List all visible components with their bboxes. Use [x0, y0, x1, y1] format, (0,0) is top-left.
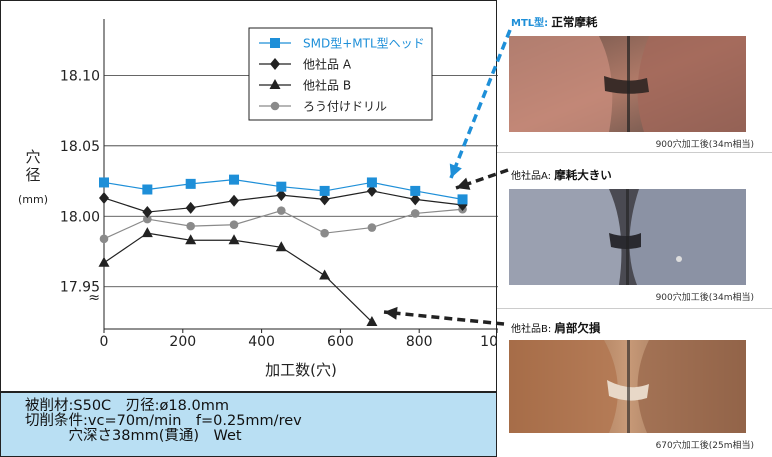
x-tick-label: 600 — [327, 334, 354, 350]
drill-photo-mtl — [509, 36, 746, 132]
data-point-triangle — [275, 241, 287, 252]
data-point-circle — [270, 101, 280, 111]
y-axis-label: 穴 — [25, 148, 40, 166]
series-line — [103, 232, 373, 323]
drill-photo-competitor-a — [509, 189, 746, 285]
data-point-triangle — [98, 256, 110, 267]
conditions-line-3: 穴深さ38mm(貫通) Wet — [25, 428, 242, 444]
data-point-diamond — [270, 58, 280, 70]
drill-photo-competitor-b — [509, 340, 746, 433]
x-tick-label: 400 — [248, 334, 275, 350]
data-point-square — [99, 177, 109, 188]
data-point-square — [142, 184, 153, 195]
data-point-triangle — [228, 234, 240, 245]
photo-separator — [497, 152, 772, 153]
y-tick-label: 18.10 — [60, 68, 100, 84]
conditions-line-1: 被削材:S50C 刃径:ø18.0mm — [25, 398, 229, 414]
data-point-circle — [367, 223, 377, 232]
y-tick-label: 17.95 — [60, 280, 100, 296]
test-conditions-box: 被削材:S50C 刃径:ø18.0mm 切削条件:vc=70m/min f=0.… — [0, 392, 497, 457]
photo-note-competitor-b: 670穴加工後(25m相当) — [655, 441, 754, 451]
x-axis-label: 加工数(穴) — [265, 361, 337, 379]
data-point-triangle — [366, 315, 378, 326]
data-point-circle — [277, 206, 286, 215]
photo-panel-competitor-b: 他社品B: 肩部欠損 670穴加工後(25m相当) — [497, 309, 772, 457]
chart-area: 17.95 18.00 18.05 18.10 0 200 400 600 800 1000 ≈ 加工… — [0, 0, 498, 392]
data-point-triangle — [141, 227, 153, 238]
photo-panel-competitor-a: 他社品A: 摩耗大きい 900穴加工後(34m相当) — [497, 153, 772, 308]
photo-caption-bold: 正常摩耗 — [551, 15, 598, 29]
axis-break-mark: ≈ — [88, 290, 100, 306]
data-point-triangle — [319, 269, 331, 280]
x-tick-label: 1000 — [480, 334, 498, 350]
y-axis-unit: (mm) — [18, 193, 48, 206]
photo-caption-prefix: 他社品B: — [511, 324, 552, 335]
data-point-circle — [320, 228, 329, 238]
drill-wear-line-chart: 17.95 18.00 18.05 18.10 0 200 400 600 800 1000 ≈ 加工… — [18, 19, 498, 379]
data-point-circle — [99, 234, 109, 244]
photo-caption-bold: 摩耗大きい — [554, 168, 612, 182]
y-tick-label: 18.05 — [60, 139, 100, 155]
data-point-diamond — [99, 191, 109, 204]
x-tick-label: 0 — [100, 334, 109, 350]
data-point-square — [270, 38, 280, 48]
data-point-diamond — [319, 193, 330, 206]
data-point-circle — [410, 209, 420, 218]
data-point-square — [229, 174, 240, 185]
legend-label: 他社品 B — [303, 78, 351, 93]
legend-label: SMD型+MTL型ヘッド — [303, 37, 425, 51]
data-point-circle — [143, 214, 152, 224]
data-point-triangle — [269, 79, 281, 89]
data-point-triangle — [185, 234, 197, 245]
data-point-square — [276, 181, 287, 192]
data-point-square — [366, 177, 377, 188]
photo-caption-bold: 肩部欠損 — [554, 321, 601, 335]
photo-caption-prefix: 他社品A: — [511, 171, 552, 182]
data-point-diamond — [229, 194, 240, 207]
photo-caption-competitor-b: 他社品B: 肩部欠損 — [511, 320, 600, 336]
data-point-diamond — [410, 193, 421, 206]
y-axis-label: 径 — [25, 166, 40, 184]
x-tick-label: 800 — [406, 334, 433, 350]
photo-note-competitor-a: 900穴加工後(34m相当) — [655, 293, 754, 303]
photo-caption-competitor-a: 他社品A: 摩耗大きい — [511, 167, 612, 183]
y-tick-label: 18.00 — [60, 209, 100, 225]
data-point-circle — [186, 221, 195, 231]
photo-note-mtl: 900穴加工後(34m相当) — [655, 140, 754, 150]
data-point-diamond — [366, 184, 377, 197]
photo-caption-mtl: MTL型: 正常摩耗 — [511, 14, 597, 30]
data-point-square — [457, 194, 468, 205]
photo-panel-mtl: MTL型: 正常摩耗 900穴加工後(34m相当) — [497, 0, 772, 152]
data-point-diamond — [276, 189, 287, 202]
data-point-square — [319, 185, 330, 196]
x-tick-label: 200 — [169, 334, 196, 350]
data-point-square — [185, 178, 196, 189]
data-point-square — [410, 185, 421, 196]
photo-separator — [497, 308, 772, 309]
photo-caption-prefix: MTL型: — [511, 18, 549, 29]
data-point-diamond — [142, 206, 153, 219]
data-point-circle — [229, 220, 239, 230]
conditions-line-2: 切削条件:vc=70m/min f=0.25mm/rev — [25, 413, 302, 429]
data-point-diamond — [185, 201, 196, 214]
legend-label: 他社品 A — [303, 57, 352, 72]
legend-label: ろう付けドリル — [303, 100, 387, 114]
